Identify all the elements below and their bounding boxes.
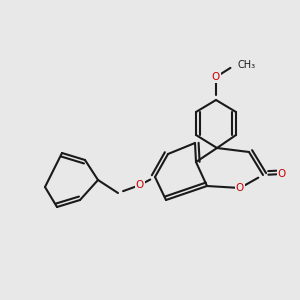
Text: O: O [136, 180, 144, 190]
Text: O: O [278, 169, 286, 179]
Text: CH₃: CH₃ [237, 60, 256, 70]
Text: O: O [236, 183, 244, 193]
Text: O: O [212, 72, 220, 82]
